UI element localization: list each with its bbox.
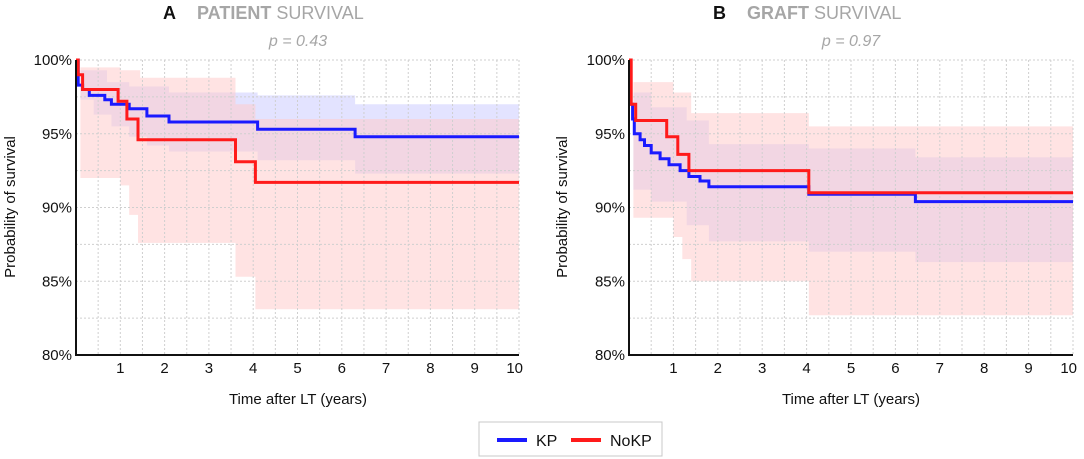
y-tick-label: 95% xyxy=(595,126,625,143)
ci-band-nokp xyxy=(629,60,1073,316)
x-tick-label: 4 xyxy=(249,360,257,377)
legend: KP NoKP xyxy=(478,421,663,457)
axes xyxy=(628,60,1073,356)
x-axis-label: Time after LT (years) xyxy=(782,391,920,408)
x-tick-label: 3 xyxy=(205,360,213,377)
chart-title-bold: PATIENT xyxy=(197,3,271,23)
x-tick-label: 1 xyxy=(669,360,677,377)
chart-title-bold: GRAFT xyxy=(747,3,809,23)
panel-a-patient-survival: A PATIENT SURVIVAL p = 0.43 80% 85% 90% 95%… xyxy=(2,3,523,408)
x-tick-label: 9 xyxy=(1024,360,1032,377)
axes xyxy=(75,60,519,356)
survival-curve-nokp xyxy=(76,58,519,184)
survival-curve-kp xyxy=(628,58,1073,204)
survival-curves xyxy=(76,58,519,184)
y-tick-label: 80% xyxy=(42,347,72,364)
x-tick-label: 7 xyxy=(382,360,390,377)
survival-curves xyxy=(628,58,1073,204)
grid-lines xyxy=(76,59,520,355)
chart-title: GRAFT SURVIVAL xyxy=(747,3,901,23)
y-tick-label: 85% xyxy=(595,273,625,290)
grid-lines xyxy=(629,59,1074,355)
y-tick-label: 95% xyxy=(42,126,72,143)
p-value: p = 0.97 xyxy=(821,33,881,50)
y-tick-label: 100% xyxy=(587,52,625,69)
survival-curve-nokp xyxy=(629,58,1073,195)
chart-title: PATIENT SURVIVAL xyxy=(197,3,364,23)
legend-label-nokp: NoKP xyxy=(610,433,652,450)
x-tick-label: 10 xyxy=(506,360,523,377)
y-tick-label: 100% xyxy=(34,52,72,69)
y-tick-label: 90% xyxy=(595,200,625,217)
x-tick-label: 8 xyxy=(426,360,434,377)
x-tick-label: 5 xyxy=(293,360,301,377)
chart-title-rest: SURVIVAL xyxy=(271,3,363,23)
y-tick-label: 80% xyxy=(595,347,625,364)
x-tick-label: 5 xyxy=(847,360,855,377)
chart-title-rest: SURVIVAL xyxy=(809,3,901,23)
x-tick-label: 10 xyxy=(1060,360,1077,377)
legend-label-kp: KP xyxy=(536,433,557,450)
tick-labels: 80% 85% 90% 95% 100% 1 2 3 4 5 6 7 8 9 10 xyxy=(34,52,523,377)
y-axis-label: Probability of survival xyxy=(2,136,19,278)
tick-labels: 80% 85% 90% 95% 100% 1 2 3 4 5 6 7 8 9 10 xyxy=(587,52,1077,377)
x-tick-label: 1 xyxy=(116,360,124,377)
x-tick-label: 6 xyxy=(891,360,899,377)
x-tick-label: 6 xyxy=(338,360,346,377)
x-tick-label: 2 xyxy=(714,360,722,377)
x-tick-label: 8 xyxy=(980,360,988,377)
y-axis-label: Probability of survival xyxy=(554,136,571,278)
panel-letter: A xyxy=(163,3,176,23)
x-tick-label: 9 xyxy=(471,360,479,377)
panel-letter: B xyxy=(713,3,726,23)
y-tick-label: 90% xyxy=(42,200,72,217)
panel-b-graft-survival: B GRAFT SURVIVAL p = 0.97 80% 85% 90% 95% 10… xyxy=(554,3,1077,408)
x-axis-label: Time after LT (years) xyxy=(229,391,367,408)
p-value: p = 0.43 xyxy=(268,33,327,50)
x-tick-label: 3 xyxy=(758,360,766,377)
x-tick-label: 4 xyxy=(802,360,810,377)
y-tick-label: 85% xyxy=(42,273,72,290)
x-tick-label: 7 xyxy=(936,360,944,377)
x-tick-label: 2 xyxy=(160,360,168,377)
